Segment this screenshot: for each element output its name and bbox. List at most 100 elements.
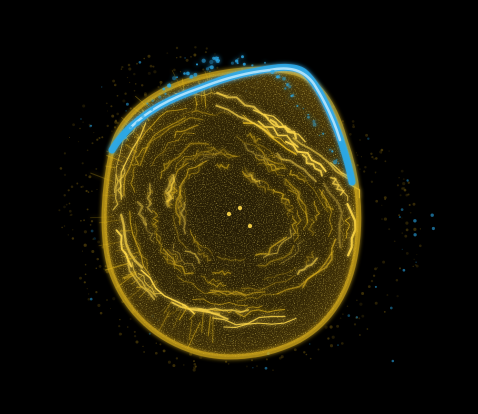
halo-speck	[303, 351, 306, 354]
membrane-ruffle	[312, 119, 316, 124]
actin-fiber	[140, 107, 188, 140]
halo-speck	[118, 332, 122, 336]
halo-speck	[374, 171, 377, 174]
membrane-ruffle	[261, 66, 263, 69]
halo-speck	[341, 120, 344, 123]
halo-speck	[147, 54, 151, 58]
halo-speck	[329, 344, 334, 348]
membrane-ruffle	[333, 160, 338, 165]
bright-punctum	[226, 211, 232, 217]
blue-speck	[413, 233, 417, 237]
halo-speck	[386, 294, 389, 296]
halo-speck	[116, 94, 119, 97]
halo-speck	[63, 194, 66, 197]
actin-fiber	[333, 177, 349, 202]
halo-speck	[105, 270, 110, 274]
halo-speck	[402, 182, 406, 186]
halo-speck	[327, 337, 330, 340]
halo-speck	[393, 240, 396, 243]
halo-speck	[86, 149, 89, 152]
halo-speck	[407, 193, 410, 196]
halo-speck	[192, 368, 196, 372]
actin-fiber	[291, 215, 298, 236]
halo-speck	[98, 136, 101, 140]
halo-speck	[340, 342, 344, 345]
halo-speck	[91, 250, 95, 253]
halo-speck	[336, 324, 340, 328]
actin-fiber	[208, 281, 227, 288]
halo-speck	[202, 68, 205, 71]
membrane-ruffle	[302, 107, 305, 110]
membrane-ruffle	[212, 56, 216, 60]
actin-fiber	[166, 174, 176, 203]
halo-speck	[383, 311, 386, 313]
actin-fiber	[294, 209, 302, 242]
halo-speck	[86, 208, 89, 211]
filopodium	[127, 255, 137, 261]
actin-fiber	[136, 200, 148, 227]
filopodium	[127, 281, 149, 300]
actin-fiber	[134, 223, 149, 269]
actin-fiber	[159, 159, 171, 180]
halo-speck	[167, 360, 171, 364]
halo-speck	[133, 72, 136, 76]
halo-speck	[83, 281, 86, 284]
halo-speck	[143, 57, 145, 60]
actin-fiber	[200, 275, 220, 284]
actin-fiber	[279, 239, 305, 265]
halo-speck	[83, 230, 87, 234]
filopodium	[201, 312, 204, 333]
membrane-ruffle	[335, 158, 338, 161]
membrane-ruffle	[172, 76, 177, 81]
halo-speck	[96, 138, 99, 141]
actin-fiber	[240, 275, 295, 292]
halo-speck	[67, 234, 70, 236]
halo-speck	[96, 257, 99, 261]
halo-speck	[389, 306, 393, 310]
halo-speck	[153, 70, 157, 74]
filopodium	[114, 248, 133, 252]
actin-fibers	[90, 69, 361, 349]
actin-fiber	[292, 137, 350, 180]
actin-fiber	[209, 289, 247, 297]
halo-speck	[346, 305, 349, 307]
actin-fiber	[323, 182, 344, 248]
halo-speck	[173, 68, 176, 72]
halo-speck	[85, 174, 88, 177]
actin-fiber	[258, 180, 274, 195]
halo-speck	[405, 228, 409, 232]
actin-fiber	[175, 186, 181, 225]
halo-speck	[159, 343, 162, 346]
halo-speck	[419, 228, 422, 230]
halo-speck	[92, 238, 95, 241]
halo-speck	[93, 132, 95, 134]
filopodium	[165, 310, 174, 320]
halo-speck	[83, 219, 86, 222]
membrane-ruffle	[167, 83, 172, 88]
blue-speck	[431, 226, 435, 231]
actin-fiber	[130, 167, 136, 193]
actin-fiber	[236, 293, 279, 302]
actin-fiber	[192, 298, 248, 307]
membrane-ruffle	[328, 148, 331, 151]
halo-speck	[293, 348, 297, 352]
halo-speck	[383, 196, 387, 200]
halo-speck	[80, 118, 82, 120]
membrane-ruffle	[307, 115, 310, 119]
halo-speck	[356, 164, 359, 167]
filopodium	[111, 201, 123, 203]
halo-speck	[70, 213, 73, 216]
halo-speck	[401, 232, 404, 234]
cell-cortex-rim	[101, 66, 362, 360]
membrane-ruffle	[150, 107, 154, 111]
actin-fiber	[276, 152, 318, 183]
halo-speck	[355, 316, 358, 320]
halo-speck	[166, 52, 169, 54]
halo-speck	[98, 265, 102, 268]
halo-speck	[400, 208, 404, 211]
filopodium	[158, 310, 171, 332]
halo-speck	[405, 252, 409, 255]
halo-speck	[401, 217, 403, 219]
halo-speck	[416, 254, 418, 256]
